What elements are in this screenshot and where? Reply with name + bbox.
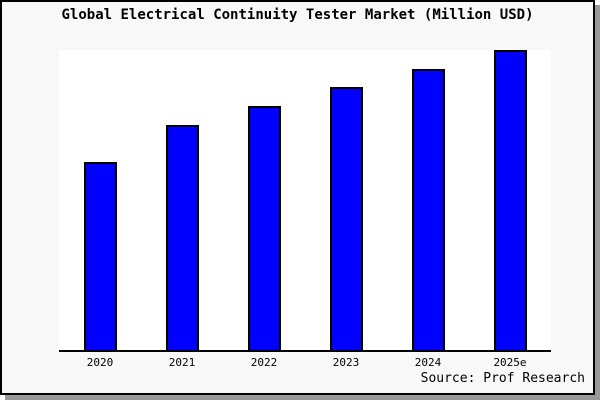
x-axis-label: 2022: [250, 356, 278, 369]
x-axis-label: 2025e: [493, 356, 527, 369]
bar-2025e: [493, 50, 527, 350]
chart-figure: Global Electrical Continuity Tester Mark…: [0, 0, 595, 395]
bar-2020: [83, 162, 117, 350]
x-axis-label: 2020: [86, 356, 114, 369]
x-axis: 2020 2021 2022 2023 2024 2025e: [59, 356, 551, 372]
x-axis-label: 2024: [414, 356, 442, 369]
source-label: Source: Prof Research: [420, 371, 585, 386]
x-axis-label: 2023: [332, 356, 360, 369]
chart-title: Global Electrical Continuity Tester Mark…: [61, 7, 534, 23]
bar-2023: [329, 87, 363, 350]
bar-2022: [247, 106, 281, 350]
bar-2021: [165, 125, 199, 350]
bar-2024: [411, 69, 445, 350]
x-axis-label: 2021: [168, 356, 196, 369]
plot-area: [59, 50, 551, 352]
